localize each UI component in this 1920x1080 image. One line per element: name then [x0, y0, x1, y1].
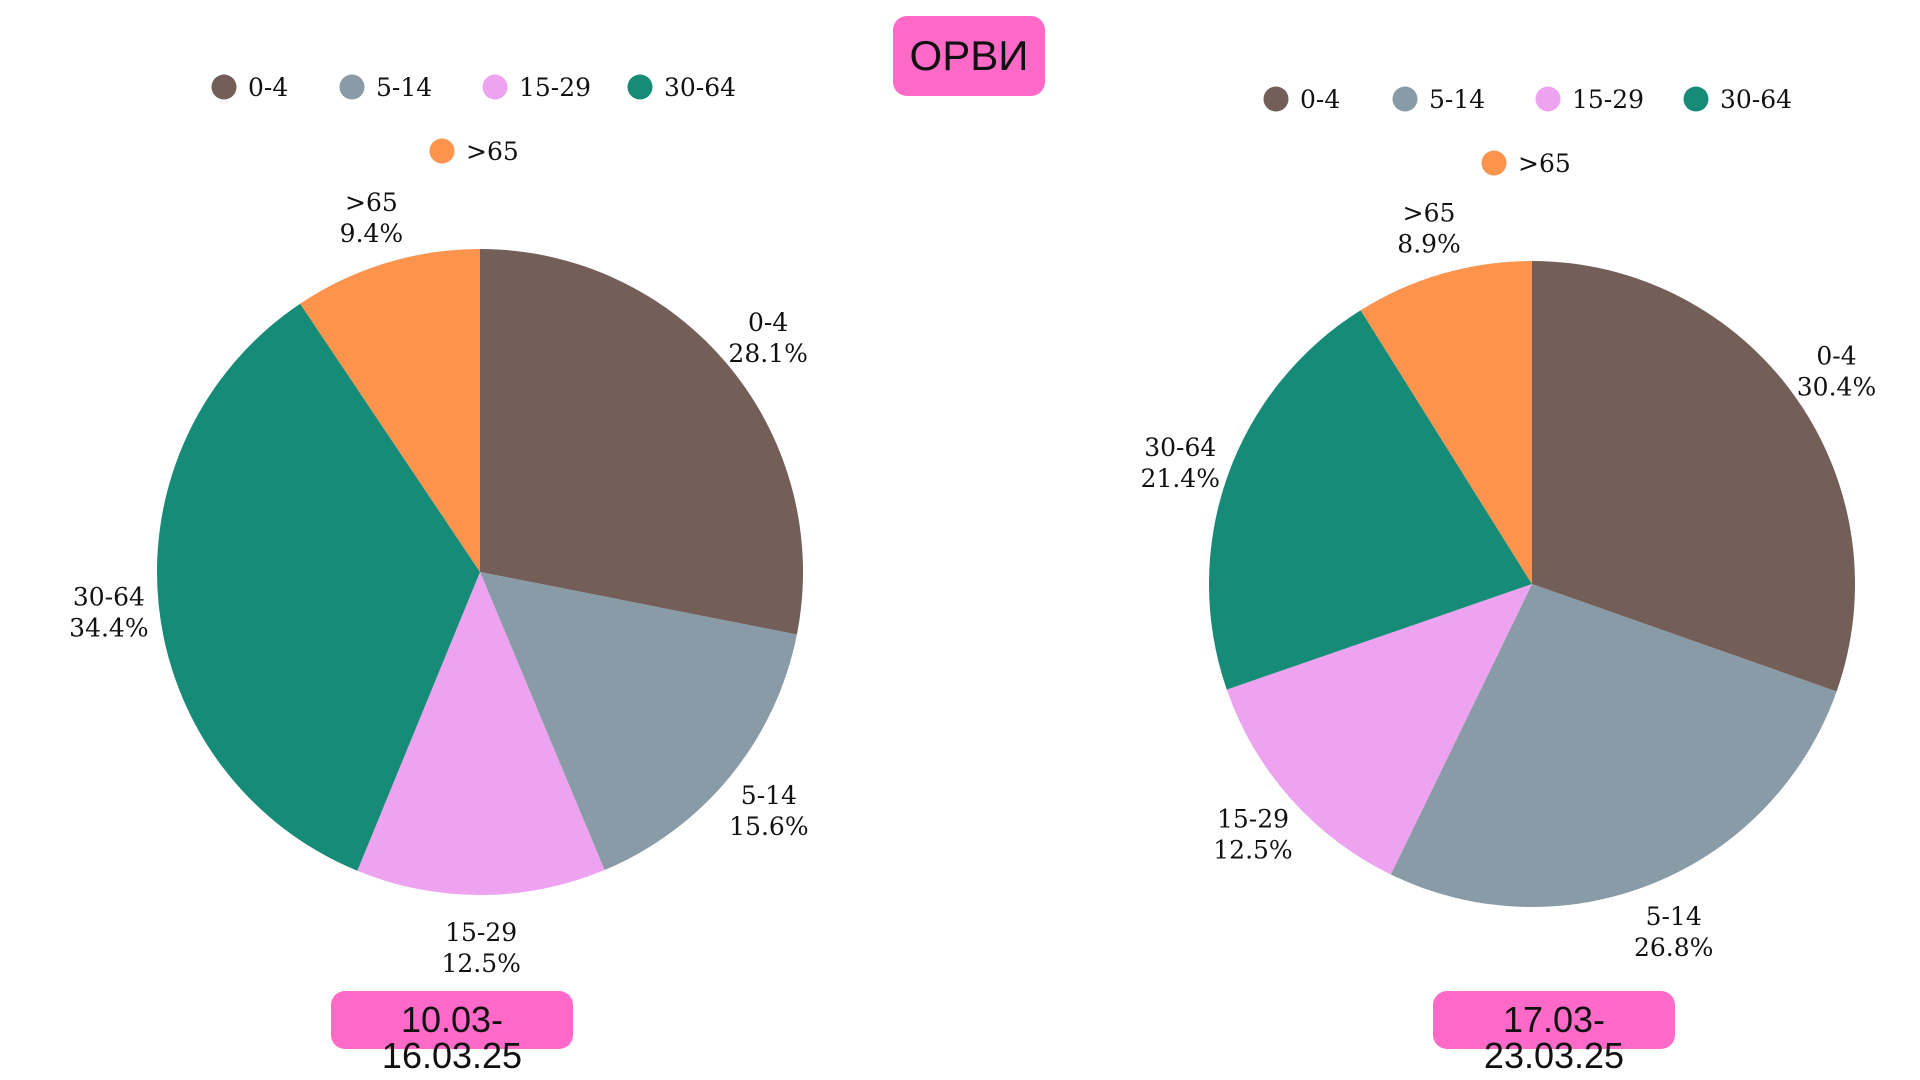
legend-label: >65 [1518, 149, 1571, 178]
slice-5-14 [480, 572, 797, 871]
slice-category-label: 0-4 [1816, 342, 1856, 371]
legend-label: 15-29 [1572, 85, 1644, 114]
slice-15-29 [1226, 584, 1532, 875]
slice-label-over-65: >658.9% [1397, 198, 1461, 258]
slice-percent-label: 34.4% [69, 613, 148, 642]
legend-swatch [211, 74, 237, 100]
legend-swatch [1535, 86, 1561, 112]
slice-30-64 [1209, 310, 1532, 690]
legend-swatch [627, 74, 653, 100]
slice-category-label: 5-14 [741, 781, 797, 810]
slice-percent-label: 12.5% [441, 949, 520, 978]
legend-label: 30-64 [664, 73, 736, 102]
slice-over-65 [1360, 261, 1532, 584]
pie-chart-1: 0-4 5-14 15-29 30-64>650-428.1%5-1415.6%15-… [69, 73, 808, 978]
slice-category-label: >65 [345, 188, 398, 217]
slice-percent-label: 21.4% [1141, 464, 1220, 493]
legend-label: 15-29 [519, 73, 591, 102]
slice-percent-label: 26.8% [1634, 933, 1713, 962]
slice-label-0-4: 0-430.4% [1797, 342, 1876, 402]
legend-item-over-65: >65 [429, 137, 519, 166]
legend-swatch [1683, 86, 1709, 112]
legend-label: 30-64 [1720, 85, 1792, 114]
slice-category-label: 30-64 [73, 582, 145, 611]
legend-swatch [1392, 86, 1418, 112]
slice-label-over-65: >659.4% [340, 188, 404, 248]
slice-0-4 [1532, 261, 1856, 692]
chart-title: ОРВИ [893, 16, 1045, 96]
period-badge-left: 10.03-16.03.25 [331, 991, 573, 1074]
legend-swatch [1481, 150, 1507, 176]
legend-swatch [1263, 86, 1289, 112]
pie-chart-2: 0-4 5-14 15-29 30-64>650-430.4%5-1426.8%15-… [1141, 85, 1877, 962]
slice-category-label: 15-29 [445, 918, 517, 947]
legend-item-15-29: 15-29 [482, 73, 591, 102]
legend-item-0-4: 0-4 [211, 73, 288, 102]
legend-swatch [429, 138, 455, 164]
slice-category-label: >65 [1403, 198, 1456, 227]
slice-over-65 [300, 249, 480, 572]
legend-label: 0-4 [248, 73, 288, 102]
slice-0-4 [480, 249, 803, 635]
legend-2: 0-4 5-14 15-29 30-64 >65 [1263, 85, 1792, 178]
legend-item-0-4: 0-4 [1263, 85, 1340, 114]
legend-item-15-29: 15-29 [1535, 85, 1644, 114]
legend-item-30-64: 30-64 [627, 73, 736, 102]
slice-percent-label: 15.6% [729, 812, 808, 841]
legend-swatch [482, 74, 508, 100]
legend-label: 5-14 [376, 73, 432, 102]
slice-category-label: 30-64 [1144, 433, 1216, 462]
legend-item-30-64: 30-64 [1683, 85, 1792, 114]
legend-item-5-14: 5-14 [1392, 85, 1485, 114]
legend-label: 0-4 [1300, 85, 1340, 114]
slice-category-label: 15-29 [1217, 805, 1289, 834]
slice-percent-label: 12.5% [1213, 836, 1292, 865]
slice-15-29 [357, 572, 605, 895]
legend-1: 0-4 5-14 15-29 30-64 >65 [211, 73, 736, 166]
slice-percent-label: 30.4% [1797, 373, 1876, 402]
slice-percent-label: 28.1% [728, 339, 807, 368]
slice-percent-label: 9.4% [340, 219, 404, 248]
legend-item-over-65: >65 [1481, 149, 1571, 178]
slice-percent-label: 8.9% [1397, 229, 1461, 258]
slice-30-64 [157, 303, 480, 871]
slice-category-label: 5-14 [1646, 902, 1702, 931]
slice-label-0-4: 0-428.1% [728, 308, 807, 368]
legend-label: 5-14 [1429, 85, 1485, 114]
legend-swatch [339, 74, 365, 100]
legend-item-5-14: 5-14 [339, 73, 432, 102]
slice-5-14 [1390, 584, 1837, 907]
slice-category-label: 0-4 [748, 308, 788, 337]
period-badge-right: 17.03-23.03.25 [1433, 991, 1675, 1074]
legend-label: >65 [466, 137, 519, 166]
